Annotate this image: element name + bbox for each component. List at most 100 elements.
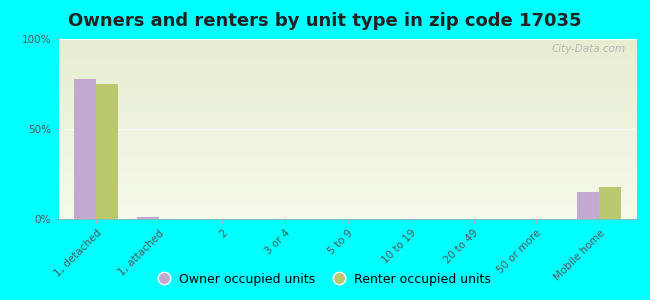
Bar bbox=[58, 218, 637, 219]
Bar bbox=[58, 93, 637, 94]
Bar bbox=[58, 141, 637, 142]
Bar bbox=[58, 160, 637, 161]
Bar bbox=[74, 79, 96, 219]
Bar bbox=[58, 125, 637, 126]
Bar bbox=[58, 193, 637, 194]
Bar bbox=[58, 97, 637, 98]
Bar bbox=[58, 77, 637, 78]
Bar bbox=[58, 207, 637, 208]
Bar bbox=[58, 69, 637, 70]
Bar bbox=[58, 137, 637, 138]
Bar bbox=[58, 210, 637, 211]
Bar bbox=[58, 85, 637, 86]
Bar bbox=[58, 87, 637, 88]
Bar bbox=[58, 56, 637, 57]
Bar bbox=[58, 99, 637, 100]
Bar bbox=[58, 156, 637, 157]
Bar bbox=[58, 116, 637, 117]
Bar bbox=[58, 79, 637, 80]
Bar bbox=[58, 178, 637, 179]
Bar bbox=[58, 135, 637, 136]
Bar bbox=[58, 86, 637, 87]
Bar bbox=[58, 41, 637, 42]
Bar bbox=[58, 213, 637, 214]
Bar bbox=[58, 165, 637, 166]
Bar bbox=[58, 89, 637, 90]
Bar bbox=[58, 146, 637, 147]
Bar bbox=[58, 195, 637, 196]
Bar bbox=[58, 196, 637, 197]
Bar bbox=[58, 154, 637, 155]
Bar bbox=[58, 163, 637, 164]
Bar bbox=[599, 187, 621, 219]
Bar bbox=[58, 143, 637, 144]
Bar bbox=[58, 50, 637, 51]
Bar bbox=[58, 200, 637, 201]
Bar bbox=[58, 214, 637, 215]
Bar bbox=[58, 129, 637, 130]
Bar bbox=[58, 45, 637, 46]
Bar bbox=[58, 54, 637, 55]
Bar bbox=[58, 189, 637, 190]
Bar bbox=[58, 115, 637, 116]
Bar bbox=[58, 148, 637, 149]
Bar bbox=[58, 127, 637, 128]
Bar bbox=[58, 198, 637, 199]
Bar bbox=[58, 80, 637, 81]
Bar bbox=[58, 183, 637, 184]
Bar bbox=[58, 164, 637, 165]
Bar bbox=[58, 149, 637, 150]
Bar bbox=[58, 91, 637, 92]
Bar bbox=[58, 120, 637, 121]
Bar bbox=[58, 217, 637, 218]
Bar bbox=[58, 160, 637, 161]
Bar bbox=[58, 107, 637, 108]
Bar bbox=[58, 186, 637, 187]
Bar bbox=[58, 175, 637, 176]
Bar bbox=[58, 82, 637, 83]
Bar bbox=[58, 215, 637, 216]
Bar bbox=[58, 111, 637, 112]
Bar bbox=[58, 39, 637, 40]
Bar bbox=[58, 128, 637, 129]
Bar bbox=[577, 192, 599, 219]
Bar bbox=[58, 83, 637, 84]
Bar bbox=[58, 98, 637, 99]
Bar bbox=[58, 42, 637, 43]
Bar bbox=[58, 104, 637, 105]
Bar bbox=[58, 114, 637, 115]
Bar bbox=[58, 187, 637, 188]
Bar bbox=[58, 180, 637, 181]
Bar bbox=[58, 173, 637, 174]
Bar bbox=[58, 185, 637, 186]
Bar bbox=[58, 216, 637, 217]
Bar bbox=[58, 52, 637, 53]
Bar bbox=[58, 169, 637, 170]
Bar bbox=[58, 169, 637, 170]
Bar bbox=[58, 155, 637, 156]
Bar bbox=[58, 179, 637, 180]
Bar bbox=[58, 202, 637, 203]
Bar bbox=[96, 84, 118, 219]
Bar bbox=[58, 84, 637, 85]
Bar bbox=[58, 44, 637, 45]
Bar bbox=[58, 188, 637, 189]
Bar bbox=[58, 76, 637, 77]
Bar bbox=[58, 63, 637, 64]
Bar bbox=[58, 144, 637, 145]
Bar bbox=[58, 51, 637, 52]
Bar bbox=[58, 103, 637, 104]
Bar bbox=[58, 47, 637, 48]
Bar bbox=[58, 67, 637, 68]
Bar bbox=[58, 176, 637, 177]
Bar bbox=[58, 110, 637, 111]
Bar bbox=[58, 55, 637, 56]
Bar bbox=[58, 197, 637, 198]
Bar bbox=[58, 70, 637, 71]
Bar bbox=[58, 170, 637, 171]
Bar bbox=[58, 94, 637, 95]
Bar bbox=[58, 161, 637, 162]
Bar bbox=[58, 124, 637, 125]
Bar bbox=[58, 68, 637, 69]
Bar bbox=[58, 150, 637, 151]
